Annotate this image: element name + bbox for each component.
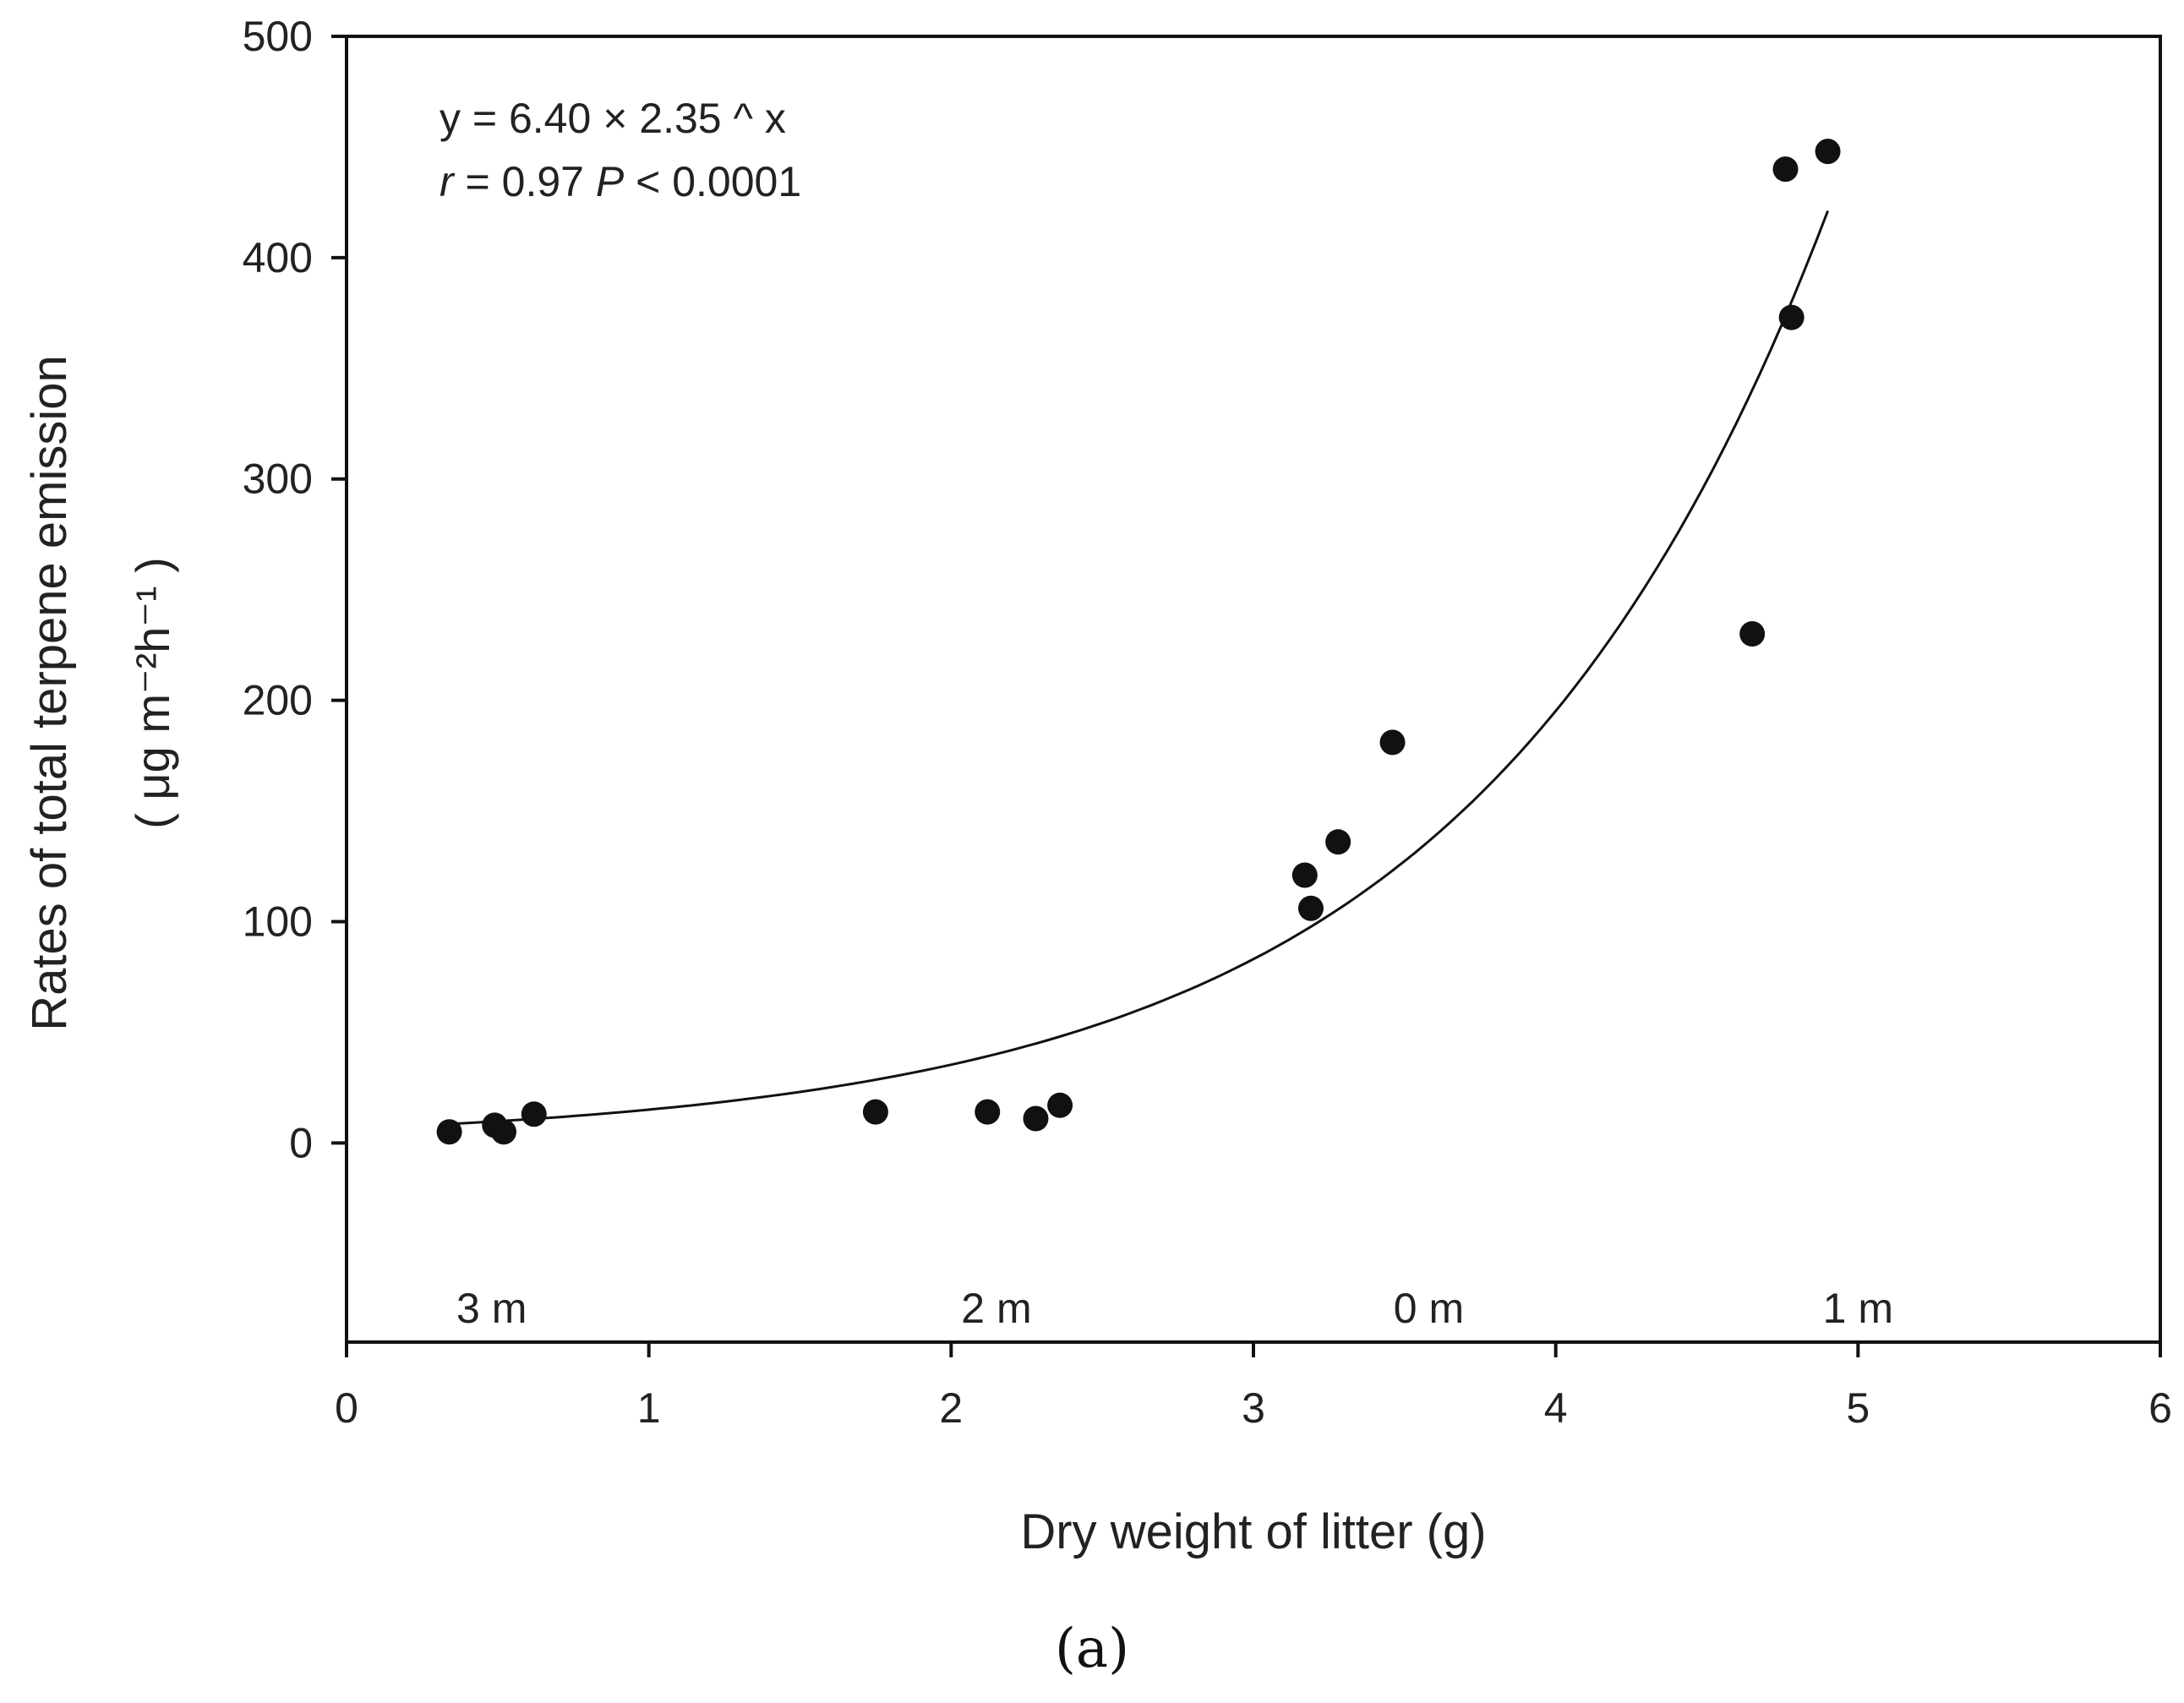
y-tick-label: 400	[243, 234, 313, 281]
data-point	[1778, 304, 1805, 330]
x-tick-label: 2	[939, 1384, 963, 1432]
equation-p: P	[596, 158, 625, 205]
x-tick-label: 1	[637, 1384, 661, 1432]
data-point	[1291, 862, 1318, 888]
y-tick-label: 100	[243, 898, 313, 945]
y-tick-label: 200	[243, 677, 313, 724]
data-point	[1047, 1092, 1073, 1118]
x-tick-label: 6	[2149, 1384, 2172, 1432]
y-tick-label: 300	[243, 456, 313, 503]
x-axis: 0 1 2 3 4 5 6	[335, 1342, 2172, 1432]
group-label: 2 m	[961, 1285, 1031, 1332]
data-point	[1772, 156, 1799, 183]
y-tick-label: 500	[243, 13, 313, 60]
y-axis-label-line-1: Rates of total terpene emission	[22, 355, 77, 1031]
data-point	[1023, 1105, 1049, 1132]
group-label: 0 m	[1394, 1285, 1464, 1332]
data-point	[1739, 621, 1766, 647]
x-axis-label: Dry weight of litter (g)	[1020, 1504, 1486, 1559]
data-point	[975, 1099, 1001, 1125]
data-point	[436, 1119, 462, 1145]
data-point	[1325, 829, 1351, 855]
equation-p-value: < 0.0001	[624, 158, 801, 205]
equation-r-value: = 0.97	[454, 158, 596, 205]
x-tick-label: 5	[1846, 1384, 1870, 1432]
equation-line-1: y = 6.40 × 2.35 ^ x	[440, 95, 786, 142]
group-label: 1 m	[1823, 1285, 1893, 1332]
data-point	[1297, 895, 1324, 921]
group-labels: 3 m 2 m 0 m 1 m	[456, 1285, 1893, 1332]
equation-line-2: r = 0.97 P < 0.0001	[440, 158, 801, 205]
data-points	[436, 139, 1841, 1145]
x-tick-label: 3	[1242, 1384, 1265, 1432]
group-label: 3 m	[456, 1285, 527, 1332]
y-axis-label-line-2: ( μg m⁻²h⁻¹ )	[126, 557, 179, 829]
equation-r: r	[440, 158, 456, 205]
data-point	[1815, 139, 1841, 165]
y-axis: 0 100 200 300 400 500	[243, 13, 347, 1166]
plot-frame	[345, 35, 2162, 1344]
data-point	[490, 1119, 516, 1145]
data-point	[1379, 729, 1406, 756]
data-point	[862, 1099, 888, 1125]
y-tick-label: 0	[289, 1119, 313, 1166]
x-tick-label: 0	[335, 1384, 358, 1432]
x-tick-label: 4	[1544, 1384, 1568, 1432]
panel-label: (a)	[1055, 1618, 1129, 1680]
fit-curve	[452, 210, 1829, 1126]
data-point	[521, 1101, 547, 1127]
